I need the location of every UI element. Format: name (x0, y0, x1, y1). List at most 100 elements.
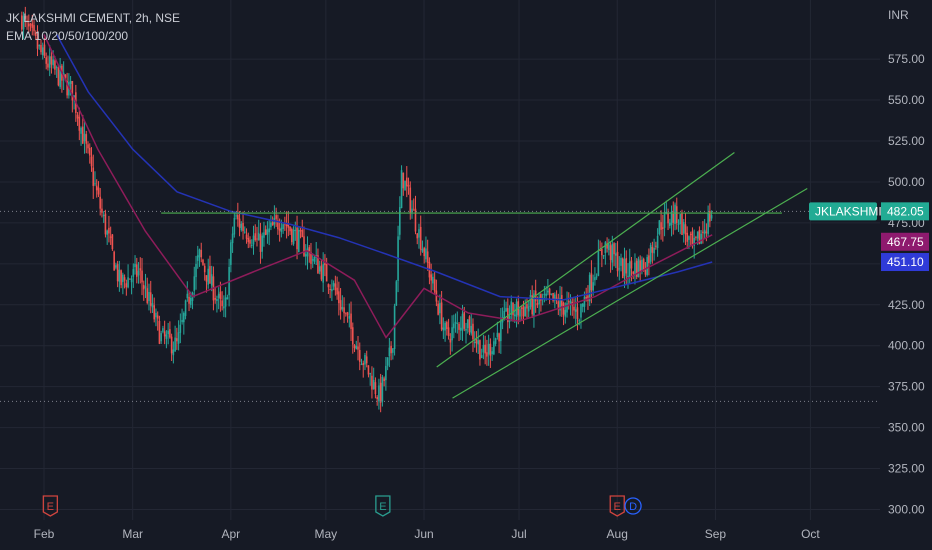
candle-body (148, 291, 150, 302)
candle-body (702, 231, 704, 233)
candle-body (689, 233, 692, 235)
candle-body (458, 323, 460, 330)
candle-body (294, 229, 297, 231)
candle-body (529, 294, 532, 307)
candle-body (418, 229, 420, 238)
candle-body (381, 376, 384, 402)
event-glyph: D (629, 501, 637, 513)
candle-body (292, 229, 295, 244)
candle-body (487, 343, 490, 355)
candle-body (21, 15, 23, 30)
candle-body (613, 243, 615, 255)
candle-body (512, 302, 514, 316)
candle-body (578, 320, 581, 322)
candle-body (675, 206, 678, 224)
symbol-title[interactable]: JK LAKSHMI CEMENT, 2h, NSE (6, 11, 181, 25)
candle-body (705, 231, 708, 233)
candle-body (334, 283, 337, 291)
candle-body (472, 323, 474, 340)
candle-body (336, 287, 338, 295)
event-badge-shape (375, 495, 391, 517)
candle-body (700, 233, 702, 244)
candle-body (655, 245, 657, 247)
candle-body (437, 303, 439, 315)
event-badge-shape (42, 495, 58, 517)
indicator-title[interactable]: EMA 10/20/50/100/200 (6, 29, 129, 43)
earnings-event-icon[interactable]: E (375, 495, 391, 517)
price-label-451.10[interactable] (881, 253, 929, 272)
earnings-event-icon[interactable]: E (42, 495, 58, 517)
candle-body (658, 220, 661, 235)
candle-body (360, 364, 363, 366)
earnings-event-icon[interactable]: E (609, 495, 625, 517)
candle-body (92, 167, 95, 186)
month-label: Aug (607, 527, 628, 541)
candle-body (648, 255, 650, 264)
candle-body (653, 247, 655, 254)
candle-body (115, 265, 117, 268)
candle-body (256, 238, 258, 240)
candle-body (162, 328, 164, 332)
candle-body (153, 305, 156, 320)
candle-body (665, 211, 668, 213)
candle-body (505, 308, 507, 312)
candle-body (355, 345, 358, 350)
candle-body (325, 263, 328, 282)
price-label-482.05[interactable] (881, 202, 929, 221)
candle-body (280, 227, 283, 232)
price-tick-label: 400.00 (888, 339, 925, 353)
price-tick-label: 575.00 (888, 52, 925, 66)
candle-body (407, 184, 410, 187)
candle-body (36, 37, 39, 49)
trendline-2[interactable] (436, 151, 735, 368)
candle-body (430, 274, 432, 281)
candle-body (195, 263, 197, 278)
candle-body (214, 298, 216, 300)
candle-body (698, 229, 701, 244)
candle-body (402, 172, 405, 189)
candle-body (33, 25, 35, 32)
candle-body (564, 309, 567, 317)
price-tick-label: 525.00 (888, 134, 925, 148)
time-axis[interactable]: Feb Mar Apr May Jun Jul Aug Sep Oct (0, 520, 932, 550)
event-glyph: E (47, 501, 54, 513)
candle-body (324, 263, 326, 266)
candle-body (609, 245, 612, 261)
candle-body (649, 244, 652, 262)
candle-body (174, 337, 176, 352)
candle-body (611, 243, 614, 263)
price-axis-bg (880, 0, 932, 550)
candle-body (134, 263, 136, 268)
candle-body (137, 270, 140, 276)
candle-body (414, 208, 417, 232)
price-tick-label: 425.00 (888, 298, 925, 312)
candle-body (291, 228, 293, 243)
candle-body (350, 313, 352, 329)
candle-body (500, 320, 502, 342)
candle-body (205, 275, 208, 282)
candle-body (287, 223, 290, 228)
candle-body (264, 229, 267, 235)
candle-body (627, 275, 629, 277)
trendline-3[interactable] (452, 187, 808, 399)
candle-body (198, 249, 201, 258)
candle-body (386, 357, 389, 366)
candle-body (597, 251, 600, 276)
candle-body (369, 373, 372, 375)
candle-body (151, 303, 154, 308)
candle-body (113, 251, 115, 271)
dividend-event-icon[interactable]: D (624, 497, 642, 515)
price-axis[interactable]: INR575.00550.00525.00500.00475.00450.004… (880, 0, 932, 550)
candle-body (686, 232, 689, 242)
candle-body (353, 345, 356, 349)
candle-body (186, 293, 189, 299)
candle-body (223, 306, 225, 309)
symbol-price-tag[interactable] (809, 202, 877, 221)
candle-body (181, 319, 183, 323)
candle-body (43, 44, 46, 56)
candle-body (442, 327, 445, 331)
price-label-467.75[interactable] (881, 232, 929, 251)
